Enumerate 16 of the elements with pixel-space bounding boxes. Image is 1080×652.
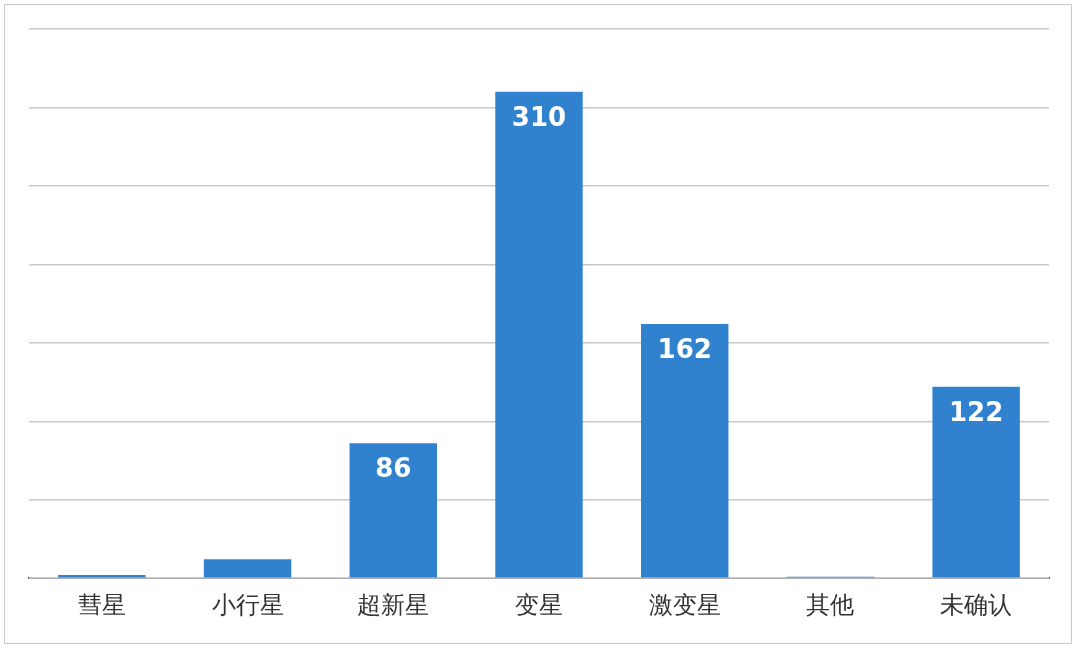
x-tick-label: 彗星 <box>77 590 126 619</box>
x-tick-label: 变星 <box>515 590 563 619</box>
x-tick-label: 未确认 <box>940 590 1013 619</box>
bar <box>349 443 437 578</box>
x-tick-label: 小行星 <box>211 590 284 619</box>
x-tick-label: 超新星 <box>357 590 430 619</box>
x-tick-label: 其他 <box>806 590 855 619</box>
data-label: 86 <box>375 453 412 483</box>
data-label: 162 <box>657 333 712 364</box>
bar <box>203 559 292 578</box>
x-tick-label: 激变星 <box>648 590 721 619</box>
bar <box>932 386 1020 578</box>
bar <box>641 324 729 578</box>
bar <box>495 91 583 578</box>
data-label: 310 <box>511 101 567 132</box>
data-label: 122 <box>949 396 1004 427</box>
